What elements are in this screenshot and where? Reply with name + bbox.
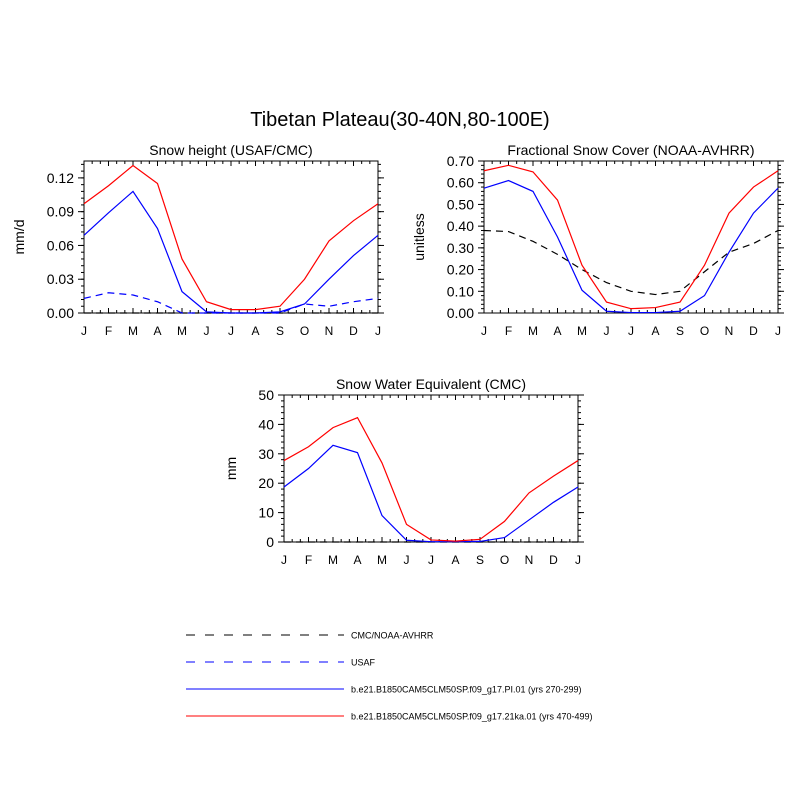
y-axis-label: unitless bbox=[411, 213, 427, 260]
x-tick-label: D bbox=[549, 553, 558, 567]
x-tick-label: M bbox=[128, 324, 138, 338]
x-tick-label: M bbox=[528, 324, 538, 338]
x-tick-label: O bbox=[300, 324, 309, 338]
y-tick-label: 0.60 bbox=[447, 175, 474, 191]
y-tick-label: 0.30 bbox=[447, 240, 474, 256]
x-tick-label: M bbox=[328, 553, 338, 567]
x-tick-label: J bbox=[404, 553, 410, 567]
x-tick-label: J bbox=[228, 324, 234, 338]
x-tick-label: J bbox=[481, 324, 487, 338]
y-axis-label: mm bbox=[223, 457, 239, 480]
x-tick-label: J bbox=[375, 324, 381, 338]
y-tick-label: 20 bbox=[258, 475, 274, 491]
legend-label: CMC/NOAA-AVHRR bbox=[351, 631, 434, 641]
plot-frame bbox=[283, 394, 579, 543]
x-tick-label: A bbox=[451, 553, 459, 567]
snow-height-panel: Snow height (USAF/CMC)mm/dJ F M A M J J A S O N D J0… bbox=[11, 142, 384, 338]
x-tick-label: J bbox=[628, 324, 634, 338]
series-line bbox=[483, 179, 779, 314]
fractional-snow-cover-panel: Fractional Snow Cover (NOAA-AVHRR) unitle… bbox=[411, 142, 784, 338]
x-tick-label: A bbox=[651, 324, 659, 338]
x-tick-label: M bbox=[177, 324, 187, 338]
y-tick-label: 0.00 bbox=[447, 305, 474, 321]
y-tick-label: 0.06 bbox=[47, 237, 74, 253]
y-tick-label: 30 bbox=[258, 446, 274, 462]
y-tick-label: 0.12 bbox=[47, 170, 74, 186]
x-tick-label: J bbox=[575, 553, 581, 567]
chart-title: Snow Water Equivalent (CMC) bbox=[336, 376, 526, 392]
y-tick-label: 0.03 bbox=[47, 271, 74, 287]
series-line bbox=[83, 292, 379, 314]
series-line bbox=[283, 416, 579, 542]
legend-label: USAF bbox=[351, 658, 376, 668]
y-tick-label: 0.00 bbox=[47, 305, 74, 321]
series-line bbox=[483, 229, 779, 296]
y-tick-label: 10 bbox=[258, 505, 274, 521]
y-tick-label: 0.09 bbox=[47, 204, 74, 220]
series-line bbox=[83, 164, 379, 311]
x-tick-label: J bbox=[775, 324, 781, 338]
chart-title: Snow height (USAF/CMC) bbox=[149, 142, 312, 158]
x-tick-label: M bbox=[377, 553, 387, 567]
x-tick-label: M bbox=[577, 324, 587, 338]
plot-frame bbox=[483, 160, 779, 314]
x-tick-label: S bbox=[276, 324, 284, 338]
snow-water-equivalent-panel: Snow Water Equivalent (CMC) mm J F M A M J J A S O N… bbox=[223, 376, 584, 567]
y-tick-label: 0.40 bbox=[447, 218, 474, 234]
legend-label: b.e21.B1850CAM5CLM50SP.f09_g17.21ka.01 (… bbox=[351, 712, 593, 722]
y-tick-label: 0 bbox=[266, 534, 274, 550]
x-tick-label: S bbox=[676, 324, 684, 338]
x-tick-label: A bbox=[153, 324, 161, 338]
y-tick-label: 0.10 bbox=[447, 283, 474, 299]
x-tick-label: A bbox=[353, 553, 361, 567]
series-line bbox=[83, 190, 379, 314]
y-tick-label: 40 bbox=[258, 416, 274, 432]
x-tick-label: J bbox=[604, 324, 610, 338]
x-tick-label: A bbox=[553, 324, 561, 338]
y-tick-label: 0.70 bbox=[447, 153, 474, 169]
y-tick-label: 0.20 bbox=[447, 262, 474, 278]
series-line bbox=[283, 444, 579, 543]
x-tick-label: D bbox=[349, 324, 358, 338]
y-axis-label: mm/d bbox=[11, 220, 27, 255]
chart-title: Fractional Snow Cover (NOAA-AVHRR) bbox=[507, 142, 754, 158]
series-line bbox=[483, 164, 779, 310]
x-tick-label: F bbox=[105, 324, 112, 338]
x-tick-label: O bbox=[500, 553, 509, 567]
x-tick-label: A bbox=[251, 324, 259, 338]
x-tick-label: S bbox=[476, 553, 484, 567]
x-tick-label: J bbox=[281, 553, 287, 567]
y-tick-label: 0.50 bbox=[447, 196, 474, 212]
x-tick-label: J bbox=[204, 324, 210, 338]
x-tick-label: F bbox=[505, 324, 512, 338]
x-tick-label: N bbox=[325, 324, 334, 338]
x-tick-label: N bbox=[525, 553, 534, 567]
x-tick-label: N bbox=[725, 324, 734, 338]
x-tick-label: O bbox=[700, 324, 709, 338]
figure-title: Tibetan Plateau(30-40N,80-100E) bbox=[250, 109, 549, 131]
legend: CMC/NOAA-AVHRR USAF b.e21.B1850CAM5CLM50SP… bbox=[186, 631, 593, 722]
x-tick-label: J bbox=[428, 553, 434, 567]
x-tick-label: D bbox=[749, 324, 758, 338]
legend-label: b.e21.B1850CAM5CLM50SP.f09_g17.PI.01 (yr… bbox=[351, 685, 581, 695]
x-tick-label: J bbox=[81, 324, 87, 338]
x-tick-label: F bbox=[305, 553, 312, 567]
y-tick-label: 50 bbox=[258, 387, 274, 403]
